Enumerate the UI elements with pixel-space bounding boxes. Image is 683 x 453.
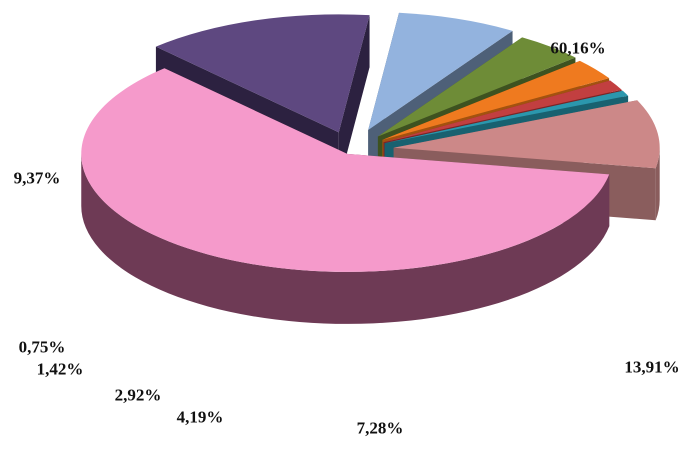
- slice-label-7: 9,37%: [13, 168, 61, 188]
- pie-slice-5-top: [383, 80, 622, 143]
- pie-slice-0-top: [81, 68, 610, 272]
- slice-label-4: 2,92%: [114, 385, 162, 405]
- pie-slice-2-top: [368, 12, 513, 130]
- slice-label-6: 0,75%: [18, 337, 66, 357]
- pie-slice-1-wall-1: [338, 15, 370, 185]
- pie-slice-1-top: [155, 14, 370, 133]
- pie-slice-6-top: [384, 90, 629, 144]
- slice-label-2: 7,28%: [356, 418, 404, 438]
- pie-slice-3-top: [377, 37, 576, 137]
- pie-slice-0: [81, 68, 610, 324]
- pie-slice-7-rim-0: [655, 147, 660, 221]
- pie-slice-4-top: [382, 60, 610, 140]
- slice-label-0: 60,16%: [550, 38, 606, 58]
- slice-label-1: 13,91%: [624, 357, 680, 377]
- slice-label-5: 1,42%: [36, 359, 84, 379]
- slice-label-3: 4,19%: [176, 407, 224, 427]
- pie-slice-7-top: [393, 100, 660, 169]
- pie-slice-0-rim-0: [81, 153, 610, 324]
